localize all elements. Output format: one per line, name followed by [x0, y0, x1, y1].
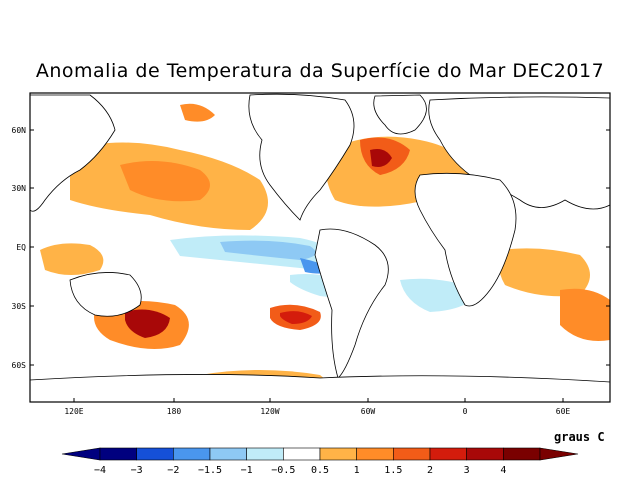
land-eurasia — [428, 96, 610, 210]
colorbar-tick-label: −0.5 — [271, 465, 295, 476]
colorbar-tick-label: −1 — [241, 465, 253, 476]
colorbar-swatch — [246, 447, 284, 461]
lon-label-120e: 120E — [64, 407, 83, 416]
land-masses — [30, 93, 610, 402]
lat-label-eq: EQ — [16, 243, 26, 252]
lon-label-60w: 60W — [361, 407, 376, 416]
colorbar-swatch — [393, 447, 431, 461]
colorbar-tick-label: −3 — [131, 465, 143, 476]
land-north-america — [248, 93, 355, 221]
map-title: Anomalia de Temperatura da Superfície do… — [35, 60, 605, 82]
colorbar-tick-label: 0.5 — [311, 465, 329, 476]
colorbar-tick-label: 3 — [464, 465, 470, 476]
colorbar-swatch — [503, 447, 541, 461]
colorbar-tick-label: −2 — [167, 465, 179, 476]
lat-label-60n: 60N — [12, 126, 27, 135]
land-south-america — [314, 228, 389, 379]
colorbar-swatch — [173, 447, 211, 461]
colorbar: −4 −3 −2 −1.5 −1 −0.5 0.5 1 1.5 2 3 4 — [61, 447, 579, 476]
lon-label-180: 180 — [167, 407, 182, 416]
land-antarctica — [30, 374, 610, 402]
colorbar-swatch — [356, 447, 394, 461]
colorbar-swatch — [429, 447, 467, 461]
colorbar-swatch — [466, 447, 504, 461]
colorbar-tick-label: 2 — [427, 465, 433, 476]
colorbar-swatch — [209, 447, 247, 461]
latitude-axis: 60N 30N EQ 30S 60S — [12, 126, 610, 370]
colorbar-min-arrow — [61, 447, 101, 461]
land-australia — [69, 272, 142, 317]
colorbar-swatch — [283, 447, 321, 461]
longitude-axis: 120E 180 120W 60W 0 60E — [64, 398, 570, 416]
land-africa — [414, 172, 517, 307]
lon-label-120w: 120W — [260, 407, 279, 416]
lat-label-60s: 60S — [12, 361, 27, 370]
colorbar-swatch — [99, 447, 137, 461]
lon-label-0: 0 — [463, 407, 468, 416]
lat-label-30s: 30S — [12, 302, 27, 311]
colorbar-max-arrow — [539, 447, 579, 461]
land-asia-west — [30, 94, 116, 212]
colorbar-units: graus C — [554, 430, 605, 444]
colorbar-tick-label: −4 — [94, 465, 106, 476]
colorbar-tick-label: 1.5 — [384, 465, 402, 476]
lat-label-30n: 30N — [12, 184, 27, 193]
colorbar-swatch — [319, 447, 357, 461]
colorbar-tick-label: 4 — [500, 465, 506, 476]
lon-label-60e: 60E — [556, 407, 571, 416]
colorbar-tick-label: −1.5 — [198, 465, 222, 476]
colorbar-tick-label: 1 — [354, 465, 360, 476]
land-greenland — [373, 94, 427, 135]
colorbar-swatch — [136, 447, 174, 461]
